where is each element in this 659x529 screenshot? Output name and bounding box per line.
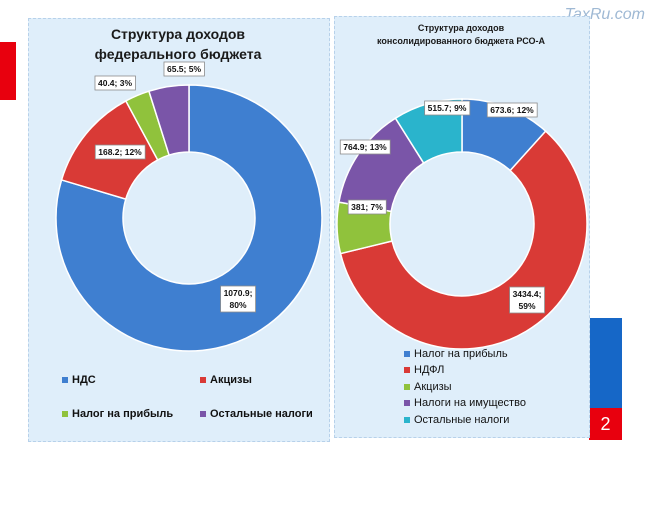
legend-label: Налог на прибыль: [414, 348, 508, 360]
data-label-text: 3434.4; 59%: [513, 289, 542, 311]
legend-label: Остальные налоги: [414, 414, 510, 426]
data-label-text: 764.9; 13%: [343, 142, 387, 152]
data-label-text: 168.2; 12%: [98, 147, 142, 157]
donut-slice: [55, 84, 323, 352]
decor-blue-block: [589, 318, 622, 408]
legend-label: НДС: [72, 374, 96, 386]
legend-swatch: [62, 411, 68, 417]
chart-title-line: федерального бюджета: [94, 46, 262, 62]
data-label-box: [339, 139, 391, 155]
data-label: 381; 7%: [347, 199, 387, 215]
legend-label: Налоги на имущество: [414, 397, 526, 409]
data-label: 673.6; 12%: [486, 102, 538, 118]
legend-item: НДС: [62, 374, 96, 386]
legend-swatch: [404, 400, 410, 406]
legend-swatch: [200, 411, 206, 417]
data-label: 515.7; 9%: [424, 100, 471, 116]
data-label-box: [94, 144, 146, 160]
data-label-box: [163, 61, 205, 77]
legend-item: Налоги на имущество: [404, 397, 526, 409]
legend-label: Акцизы: [210, 374, 252, 386]
data-label-box: [486, 102, 538, 118]
data-label-text: 381; 7%: [351, 202, 383, 212]
legend-label: Налог на прибыль: [72, 408, 174, 420]
legend-label: НДФЛ: [414, 364, 445, 376]
data-label: 1070.9; 80%: [220, 285, 256, 313]
data-label-text: 40.4; 3%: [98, 78, 132, 88]
data-label: 764.9; 13%: [339, 139, 391, 155]
legend-label: Акцизы: [414, 381, 452, 393]
legend-item: Акцизы: [200, 374, 252, 386]
data-label-text: 673.6; 12%: [490, 105, 534, 115]
legend-swatch: [62, 377, 68, 383]
data-label-box: [94, 75, 136, 91]
slide-number: 2: [589, 408, 622, 440]
legend-swatch: [200, 377, 206, 383]
data-label-text: 515.7; 9%: [428, 103, 467, 113]
data-label: 40.4; 3%: [94, 75, 136, 91]
chart-title-federal: Структура доходов федерального бюджета: [28, 24, 328, 64]
data-label-box: [509, 286, 545, 314]
chart-title-line: Структура доходов: [110, 26, 246, 42]
legend-item: Остальные налоги: [200, 408, 313, 420]
data-label-box: [347, 199, 387, 215]
legend-swatch: [404, 417, 410, 423]
legend-item: Акцизы: [404, 381, 452, 393]
legend-swatch: [404, 384, 410, 390]
donut-slice: [147, 84, 190, 157]
data-label-text: 1070.9; 80%: [224, 288, 253, 310]
chart-title-line: консолидированного бюджета РСО-А: [377, 36, 545, 46]
decor-red-bar: [0, 42, 16, 100]
data-label: 3434.4; 59%: [509, 286, 545, 314]
legend-item: Остальные налоги: [404, 414, 509, 426]
legend-item: Налог на прибыль: [404, 348, 508, 360]
data-label: 168.2; 12%: [94, 144, 146, 160]
legend-label: Остальные налоги: [210, 408, 313, 420]
legend-swatch: [404, 367, 410, 373]
legend-item: Налог на прибыль: [62, 408, 173, 420]
data-label-box: [424, 100, 471, 116]
data-label-text: 65.5; 5%: [167, 64, 201, 74]
legend-swatch: [404, 351, 410, 357]
chart-title-line: Структура доходов: [417, 23, 505, 33]
chart-title-regional: Структура доходов консолидированного бюд…: [334, 22, 588, 48]
legend-item: НДФЛ: [404, 364, 444, 376]
data-label: 65.5; 5%: [163, 61, 205, 77]
data-label-box: [220, 285, 256, 313]
